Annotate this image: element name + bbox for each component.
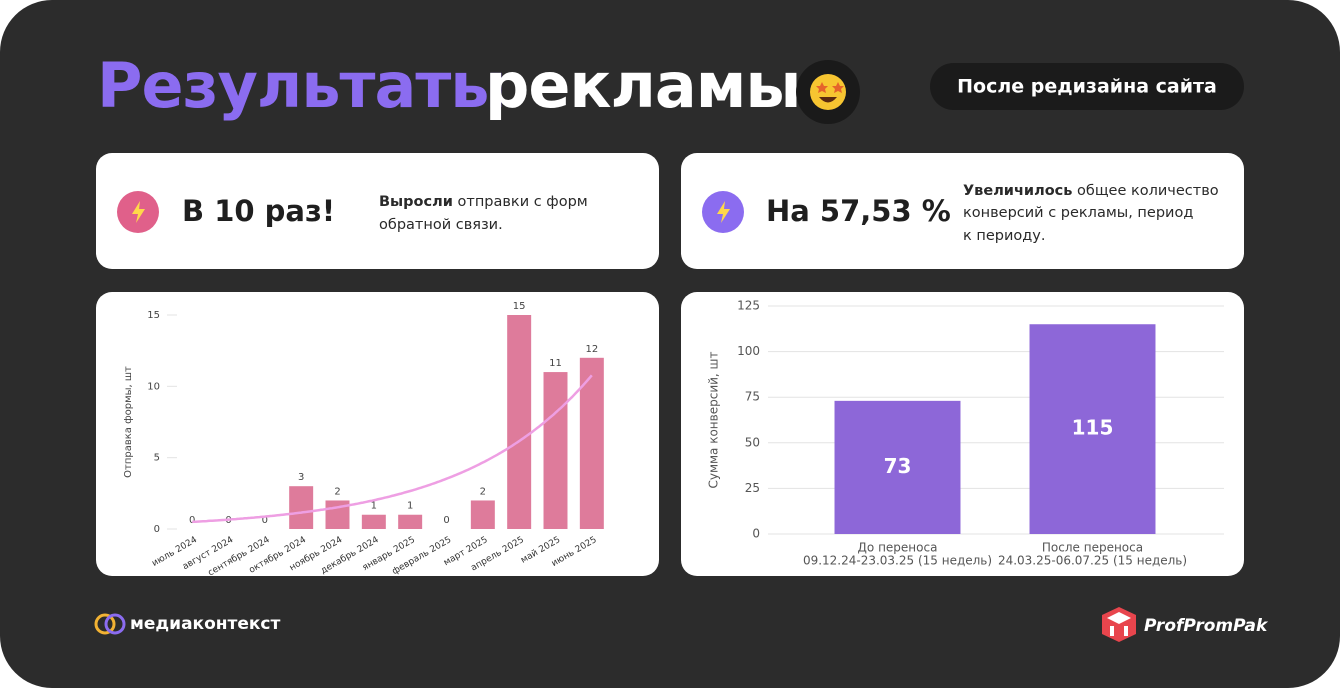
left-logo: медиаконтекст [130, 614, 280, 634]
y-tick-label: 0 [752, 527, 760, 541]
y-tick-label: 25 [745, 481, 760, 495]
value-label: 1 [371, 501, 377, 512]
title-accent: Результаты [97, 49, 505, 122]
card-line: к периоду. [963, 228, 1045, 244]
bar [289, 486, 314, 529]
value-label: 73 [884, 454, 912, 478]
y-tick-label: 0 [154, 524, 160, 535]
value-label: 2 [334, 486, 340, 497]
badge-text: После редизайна сайта [957, 76, 1217, 98]
x-tick-label: 24.03.25-06.07.25 (15 недель) [998, 554, 1187, 568]
value-label: 0 [262, 515, 268, 526]
y-tick-label: 5 [154, 453, 160, 464]
chart-panel [96, 292, 659, 576]
card-line: конверсий с рекламы, период [963, 205, 1193, 221]
value-label: 11 [549, 358, 562, 369]
card-headline: На 57,53 % [766, 194, 951, 228]
x-tick-label: 09.12.24-23.03.25 (15 недель) [803, 554, 992, 568]
lightning [132, 201, 145, 223]
card-line: общее количество [1077, 183, 1219, 199]
right-logo: ProfPromPak [1144, 616, 1269, 636]
y-tick-label: 10 [147, 381, 160, 392]
value-label: 2 [480, 486, 486, 497]
card-lead: Выросли [379, 194, 453, 210]
y-axis-label: Отправка формы, шт [123, 366, 134, 478]
bar [579, 357, 604, 529]
x-tick-label: До переноса [858, 541, 938, 555]
card-lead: Увеличилось [963, 183, 1072, 199]
card-line: обратной связи. [379, 217, 503, 233]
value-label: 3 [298, 472, 304, 483]
y-tick-label: 125 [737, 299, 760, 313]
y-tick-label: 50 [745, 435, 760, 449]
x-tick-label: После переноса [1042, 541, 1143, 555]
card-text: Увеличилось общее количество [963, 183, 1219, 199]
badge [930, 63, 1244, 110]
trendline [192, 374, 593, 524]
chart: 0 25 50 75 100 125 Сумма конверсий, шт 73 До пер… [707, 299, 1224, 568]
emoji-icon [796, 60, 860, 124]
card-headline: В 10 раз! [182, 194, 335, 228]
y-tick-label: 15 [147, 310, 160, 321]
y-tick-label: 100 [737, 344, 760, 358]
card [681, 153, 1244, 269]
chart-panel [681, 292, 1244, 576]
title-rest: рекламы [485, 49, 801, 122]
value-label: 115 [1072, 416, 1114, 440]
value-label: 0 [443, 515, 449, 526]
y-axis-label: Сумма конверсий, шт [707, 351, 721, 488]
bar [1029, 324, 1156, 534]
card-line: отправки с форм [458, 194, 588, 210]
value-label: 15 [513, 301, 526, 312]
bar [507, 315, 532, 529]
bar [834, 400, 961, 534]
value-label: 0 [189, 515, 195, 526]
bar [361, 514, 386, 529]
right-logo-icon [1102, 607, 1136, 642]
bar [543, 372, 568, 529]
left-logo-icon [94, 613, 126, 635]
value-label: 12 [585, 344, 598, 355]
value-label: 1 [407, 501, 413, 512]
bar [470, 500, 495, 529]
lightning [717, 201, 730, 223]
bar [398, 514, 423, 529]
card [96, 153, 659, 269]
card-text: Выросли отправки с форм [379, 194, 588, 210]
y-tick-label: 75 [745, 390, 760, 404]
